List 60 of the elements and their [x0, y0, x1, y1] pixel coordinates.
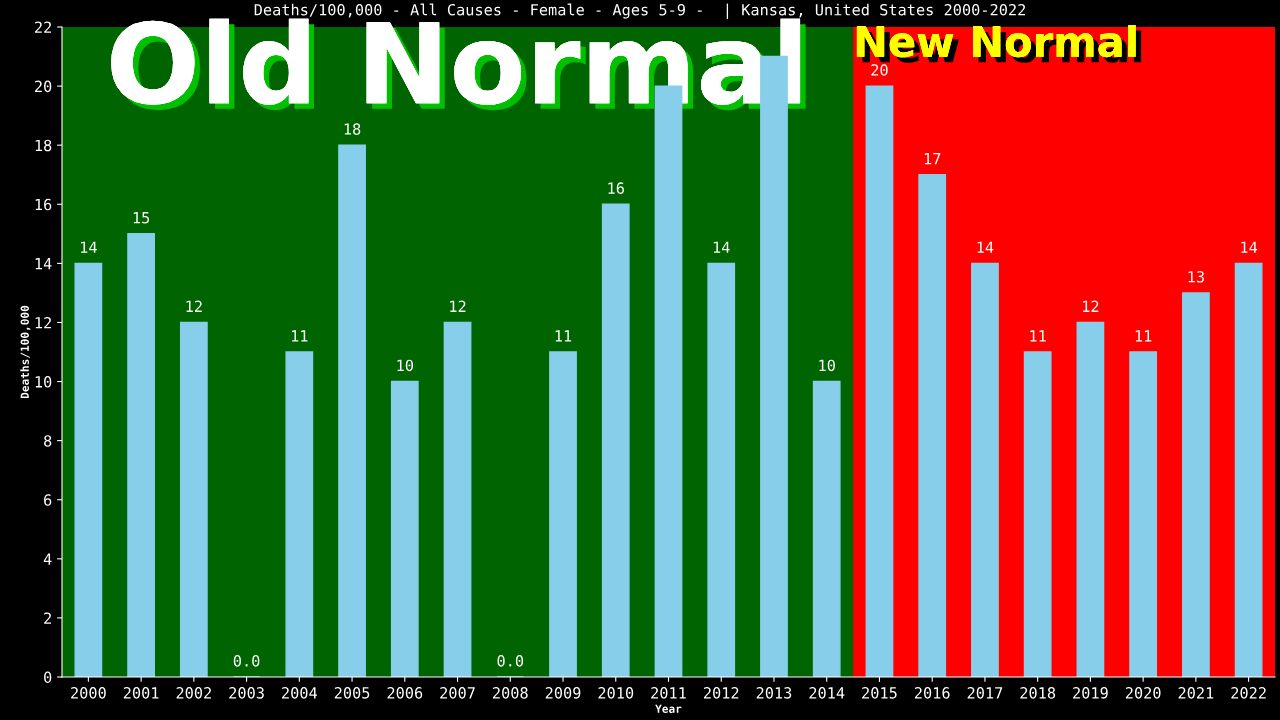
data-label: 0.0 [233, 655, 260, 667]
band-label: Old Normal [111, 18, 806, 111]
x-tick-label: 2019 [1073, 687, 1108, 699]
y-tick-label: 14 [35, 258, 52, 270]
data-label: 18 [344, 123, 361, 135]
y-tick-label: 8 [44, 435, 52, 447]
x-tick-label: 2012 [703, 687, 739, 699]
data-label: 12 [450, 300, 466, 312]
data-label: 20 [871, 64, 888, 76]
x-axis-title: Year [655, 704, 682, 713]
x-tick-label: 2014 [809, 687, 845, 699]
y-tick-label: 0 [44, 671, 52, 684]
x-tick-label: 2002 [176, 687, 211, 699]
y-tick-label: 2 [44, 612, 51, 624]
x-tick-label: 2000 [71, 687, 106, 699]
data-label: 10 [819, 359, 835, 372]
data-label: 14 [81, 241, 97, 253]
data-label: 15 [133, 212, 150, 224]
data-label: 16 [608, 182, 624, 194]
x-tick-label: 2018 [1020, 687, 1056, 699]
data-label: 0.0 [497, 655, 524, 667]
y-tick-label: 22 [35, 21, 51, 33]
x-tick-label: 2015 [862, 687, 897, 699]
data-label: 11 [1135, 330, 1152, 342]
data-label: 12 [1083, 300, 1099, 312]
y-tick-label: 12 [35, 316, 51, 329]
x-tick-label: 2011 [651, 687, 686, 699]
data-label: 13 [1188, 271, 1204, 283]
data-label: 17 [924, 153, 941, 165]
band-label: New Normal [856, 25, 1142, 63]
y-tick-label: 16 [35, 198, 52, 211]
x-tick-label: 2004 [282, 687, 317, 699]
x-tick-label: 2008 [493, 687, 528, 699]
data-label: 14 [977, 241, 994, 253]
x-tick-label: 2020 [1125, 687, 1161, 699]
data-label: 11 [291, 330, 308, 342]
y-tick-label: 20 [35, 80, 52, 93]
y-tick-label: 10 [35, 376, 52, 388]
x-tick-label: 2021 [1178, 687, 1214, 699]
x-tick-label: 2016 [914, 687, 950, 699]
y-tick-label: 18 [35, 139, 52, 152]
x-tick-label: 2001 [123, 687, 159, 699]
data-label: 11 [555, 330, 572, 342]
x-tick-label: 2009 [545, 687, 581, 699]
x-tick-label: 2007 [440, 687, 475, 699]
data-label: 14 [1241, 241, 1258, 253]
x-tick-label: 2017 [967, 687, 1003, 699]
x-tick-label: 2006 [387, 687, 423, 699]
x-tick-label: 2022 [1231, 687, 1266, 699]
data-label: 10 [397, 359, 414, 372]
y-tick-label: 4 [43, 553, 52, 565]
x-tick-label: 2013 [756, 687, 792, 699]
data-label: 14 [713, 241, 730, 253]
x-tick-label: 2003 [229, 687, 264, 699]
data-label: 11 [1030, 330, 1046, 342]
y-axis-title: Deaths/100,000 [20, 305, 31, 399]
x-tick-label: 2010 [598, 687, 634, 699]
x-tick-label: 2005 [334, 687, 370, 699]
data-label: 12 [186, 300, 202, 312]
y-tick-label: 6 [44, 494, 52, 506]
